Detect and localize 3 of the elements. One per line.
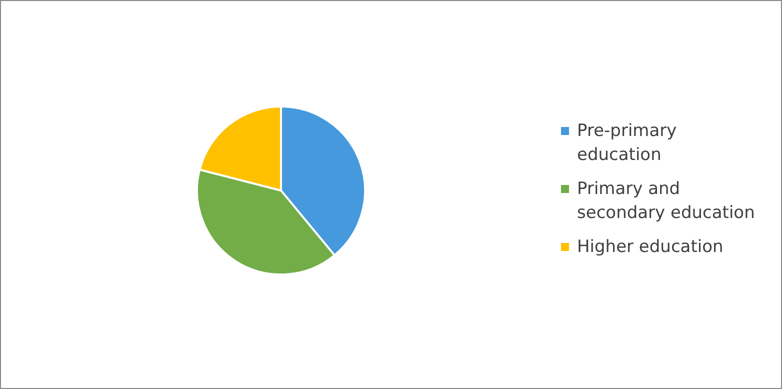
legend-label: Primary and secondary education (577, 178, 756, 225)
legend-label: Pre-primary education (577, 120, 678, 167)
legend-label: Higher education (577, 236, 724, 259)
